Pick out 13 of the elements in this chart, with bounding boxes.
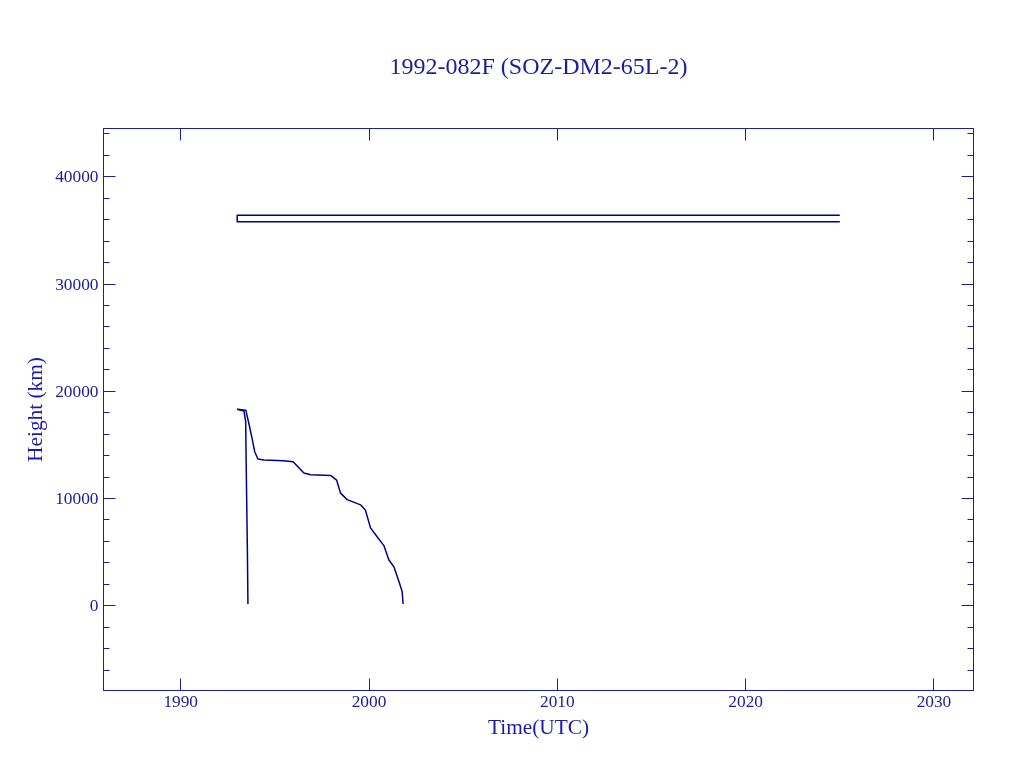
y-axis-title: Height (km) bbox=[23, 357, 48, 462]
y-tick-label: 0 bbox=[89, 596, 99, 616]
chart-title: 1992-082F (SOZ-DM2-65L-2) bbox=[389, 52, 688, 79]
y-tick-label: 30000 bbox=[55, 274, 99, 294]
x-tick-label: 2020 bbox=[728, 691, 763, 711]
y-tick-label: 40000 bbox=[55, 167, 99, 187]
x-tick-label: 1990 bbox=[163, 691, 199, 711]
x-tick-label: 2010 bbox=[540, 691, 575, 711]
y-tick-label: 20000 bbox=[55, 381, 99, 401]
y-tick-label: 10000 bbox=[55, 489, 99, 509]
x-tick-label: 2000 bbox=[351, 691, 387, 711]
x-tick-label: 2030 bbox=[916, 691, 952, 711]
x-axis-title: Time(UTC) bbox=[487, 714, 590, 739]
